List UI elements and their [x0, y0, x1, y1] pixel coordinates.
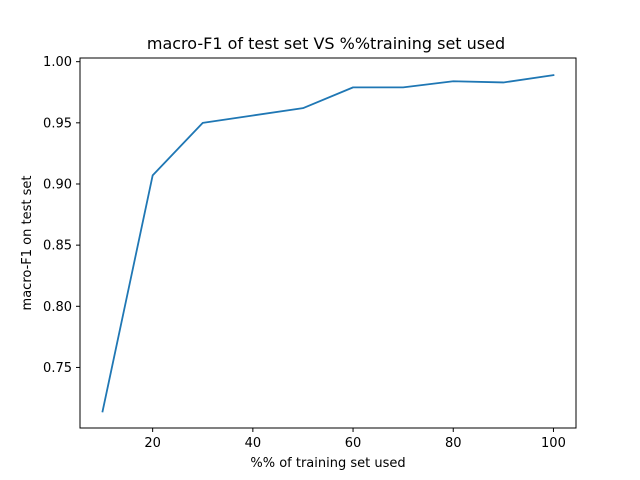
y-tick-label: 0.90 — [43, 177, 72, 192]
series-layer — [101, 74, 555, 413]
y-axis-label: macro-F1 on test set — [20, 176, 35, 311]
x-tick-label: 80 — [445, 436, 462, 451]
y-tick-label: 0.85 — [43, 239, 72, 254]
y-tick-label: 1.00 — [43, 55, 72, 70]
x-tick-label: 60 — [345, 436, 362, 451]
chart-title: macro-F1 of test set VS %%training set u… — [147, 34, 505, 53]
x-axis-label: %% of training set used — [250, 456, 405, 471]
x-axis: 20 40 60 80 100 — [144, 428, 566, 451]
plot-area-frame — [79, 57, 577, 429]
x-tick-label: 20 — [144, 436, 161, 451]
x-tick-label: 100 — [541, 436, 566, 451]
x-tick-label: 40 — [245, 436, 262, 451]
y-tick-label: 0.75 — [43, 361, 72, 376]
y-axis: 0.75 0.80 0.85 0.90 0.95 1.00 — [43, 55, 80, 376]
y-tick-label: 0.95 — [43, 116, 72, 131]
series-line — [101, 74, 555, 413]
y-tick-label: 0.80 — [43, 300, 72, 315]
